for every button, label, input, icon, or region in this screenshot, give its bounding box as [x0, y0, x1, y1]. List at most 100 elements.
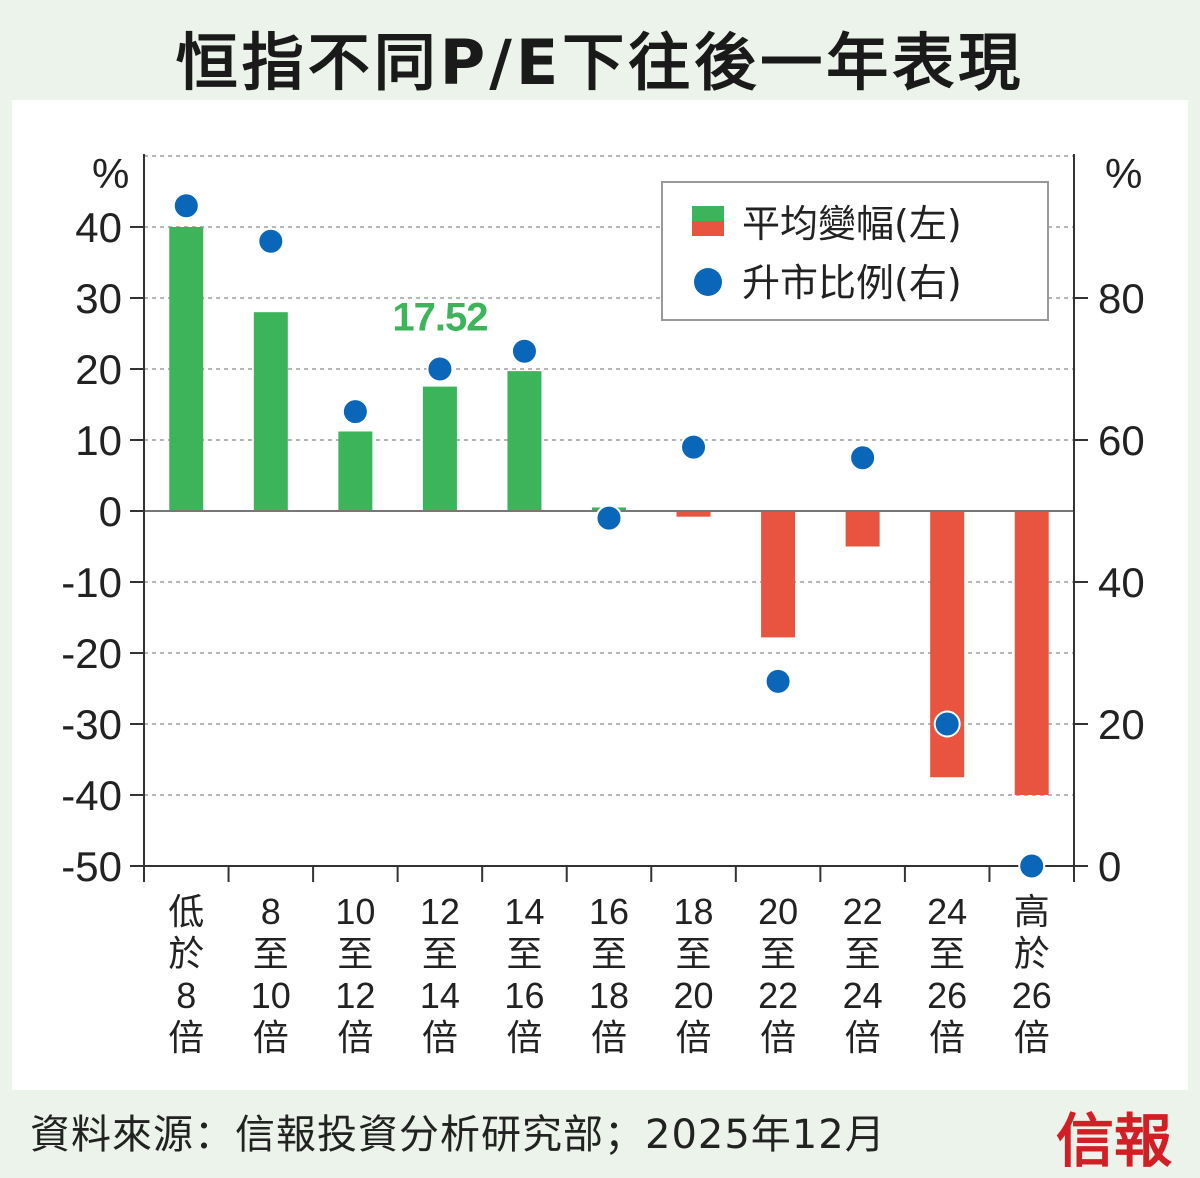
x-tick-label: 14 [420, 975, 460, 1016]
x-tick-label: 10 [251, 975, 291, 1016]
legend-dot [694, 268, 722, 296]
left-tick-label: -10 [61, 559, 122, 606]
x-tick-label: 於 [1014, 933, 1050, 974]
x-tick-label: 12 [420, 891, 460, 932]
left-tick-label: -40 [61, 772, 122, 819]
source-text: 資料來源：信報投資分析研究部；2025年12月 [30, 1112, 886, 1158]
legend-label-bar: 平均變幅(左) [742, 202, 962, 246]
x-tick-label: 倍 [760, 1017, 796, 1058]
left-unit-label: % [92, 150, 129, 197]
x-tick-label: 20 [758, 891, 798, 932]
bar-3 [422, 386, 457, 511]
legend: 平均變幅(左) 升市比例(右) [661, 181, 1049, 321]
left-tick-label: 0 [99, 488, 122, 535]
right-tick-label: 40 [1098, 559, 1145, 606]
bar-7 [761, 511, 796, 638]
x-tick-label: 12 [335, 975, 375, 1016]
left-tick-label: -20 [61, 630, 122, 677]
x-tick-label: 22 [843, 891, 883, 932]
dot-3 [426, 355, 454, 383]
x-tick-label: 至 [591, 933, 627, 974]
x-tick-label: 至 [760, 933, 796, 974]
dots [172, 192, 1046, 880]
bars [169, 227, 1049, 795]
dot-1 [257, 227, 285, 255]
bar-0 [169, 227, 204, 511]
dot-9 [933, 710, 961, 738]
dot-6 [680, 433, 708, 461]
bar-8 [845, 511, 880, 547]
source-bar: 資料來源：信報投資分析研究部；2025年12月 信報 [0, 1090, 1200, 1175]
bar-4 [507, 371, 542, 511]
x-tick-label: 18 [674, 891, 714, 932]
right-unit-label: % [1105, 150, 1142, 197]
x-tick-label: 24 [843, 975, 883, 1016]
x-tick-label: 倍 [337, 1017, 373, 1058]
x-tick-label: 16 [504, 975, 544, 1016]
dot-5 [595, 504, 623, 532]
x-tick-label: 倍 [591, 1017, 627, 1058]
right-tick-label: 60 [1098, 417, 1145, 464]
left-tick-label: -30 [61, 701, 122, 748]
bar-10 [1014, 511, 1049, 795]
left-tick-label: 30 [75, 275, 122, 322]
x-tick-label: 倍 [845, 1017, 881, 1058]
x-tick-label: 8 [176, 975, 196, 1016]
x-tick-label: 24 [927, 891, 967, 932]
x-tick-label: 16 [589, 891, 629, 932]
bar-1 [253, 312, 288, 511]
x-tick-label: 26 [927, 975, 967, 1016]
axes [130, 154, 1088, 882]
bar-2 [338, 431, 373, 511]
x-tick-label: 於 [168, 933, 204, 974]
chart-panel: 40 30 20 10 0 -10 -20 -30 -40 -50 80 60 40 20 0%% 低於 8 倍 8… [12, 100, 1188, 1090]
dot-8 [849, 444, 877, 472]
x-tick-label: 倍 [168, 1017, 204, 1058]
left-tick-label: 20 [75, 346, 122, 393]
x-tick-label: 倍 [929, 1017, 965, 1058]
x-tick-label: 倍 [676, 1017, 712, 1058]
dot-7 [764, 667, 792, 695]
x-tick-label: 至 [422, 933, 458, 974]
legend-label-dot: 升市比例(右) [742, 261, 962, 305]
dot-4 [510, 337, 538, 365]
x-tick-label: 20 [674, 975, 714, 1016]
x-tick-label: 26 [1012, 975, 1052, 1016]
right-tick-label: 80 [1098, 275, 1145, 322]
chart-title: 恒指不同P/E下往後一年表現 [175, 26, 1025, 99]
x-tick-label: 至 [253, 933, 289, 974]
x-tick-label: 10 [335, 891, 375, 932]
right-tick-label: 0 [1098, 843, 1121, 890]
x-tick-label: 倍 [253, 1017, 289, 1058]
gridlines [144, 155, 1074, 796]
x-tick-label: 倍 [422, 1017, 458, 1058]
x-tick-label: 至 [845, 933, 881, 974]
x-tick-label: 14 [504, 891, 544, 932]
x-tick-label: 8 [261, 891, 281, 932]
right-tick-label: 20 [1098, 701, 1145, 748]
left-tick-label: 10 [75, 417, 122, 464]
legend-swatch-negative [692, 221, 724, 236]
x-tick-label: 至 [929, 933, 965, 974]
left-tick-label: -50 [61, 843, 122, 890]
legend-box [661, 181, 1049, 321]
dot-10 [1018, 852, 1046, 880]
x-tick-label: 至 [676, 933, 712, 974]
x-tick-label: 22 [758, 975, 798, 1016]
brand-logo: 信報 [1055, 1107, 1172, 1175]
legend-swatch-positive [692, 206, 724, 221]
x-tick-label: 18 [589, 975, 629, 1016]
x-tick-label: 倍 [506, 1017, 542, 1058]
dot-0 [172, 192, 200, 220]
x-tick-label: 低 [168, 891, 204, 932]
annotation-label: 17.52 [392, 296, 487, 340]
dot-2 [341, 398, 369, 426]
x-tick-label: 高 [1014, 891, 1050, 932]
x-tick-label: 至 [337, 933, 373, 974]
left-tick-label: 40 [75, 204, 122, 251]
x-tick-label: 倍 [1014, 1017, 1050, 1058]
bar-6 [676, 511, 711, 517]
x-tick-label: 至 [506, 933, 542, 974]
